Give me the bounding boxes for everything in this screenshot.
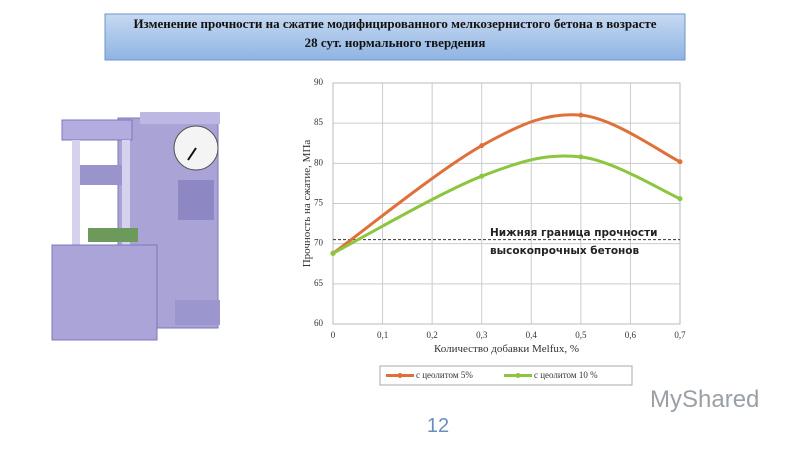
y-tick-label: 60 bbox=[314, 318, 324, 328]
plot-frame bbox=[332, 82, 681, 325]
x-tick-label: 0,3 bbox=[476, 330, 488, 340]
series-line bbox=[332, 154, 681, 255]
y-tick-label: 70 bbox=[314, 238, 324, 248]
point bbox=[479, 173, 485, 179]
slide-title: Изменение прочности на сжатие модифициро… bbox=[133, 16, 656, 50]
x-tick-label: 0,5 bbox=[575, 330, 587, 340]
y-tick-label: 75 bbox=[314, 198, 324, 208]
y-tick-label: 90 bbox=[314, 77, 324, 87]
x-tick-label: 0 bbox=[331, 330, 336, 340]
point bbox=[677, 196, 683, 202]
x-axis-label: Количество добавки Melfux, % bbox=[434, 343, 579, 355]
x-tick-label: 0,4 bbox=[526, 330, 538, 340]
chart: 60 65 70 75 80 85 90 0 0,1 0,2 0,3 0,4 0,5 0,6 0,7 Коли… bbox=[301, 77, 686, 386]
x-tick-label: 0,2 bbox=[427, 330, 438, 340]
page-number: 12 bbox=[427, 415, 449, 437]
watermark: MyShared bbox=[650, 386, 759, 413]
title-box bbox=[104, 13, 686, 61]
point bbox=[479, 143, 485, 149]
legend-label: с цеолитом 10 % bbox=[534, 370, 598, 380]
legend-label: с цеолитом 5% bbox=[416, 370, 473, 380]
annotation: Нижняя граница прочности bbox=[490, 227, 658, 239]
point bbox=[578, 154, 584, 160]
annotation: высокопрочных бетонов bbox=[490, 245, 640, 257]
y-tick-label: 80 bbox=[314, 157, 324, 167]
point bbox=[677, 159, 683, 165]
x-tick-label: 0,6 bbox=[625, 330, 637, 340]
y-tick-label: 85 bbox=[314, 117, 324, 127]
y-axis-label: Прочность на сжатие, МПа bbox=[301, 140, 313, 268]
legend-swatch-dot bbox=[515, 373, 521, 378]
point bbox=[330, 250, 336, 256]
legend-swatch-dot bbox=[397, 373, 403, 378]
point bbox=[578, 112, 584, 118]
x-tick-label: 0,1 bbox=[377, 330, 388, 340]
press-machine bbox=[51, 112, 220, 341]
y-tick-label: 65 bbox=[314, 278, 324, 288]
series-line bbox=[332, 113, 681, 255]
x-tick-label: 0,7 bbox=[674, 330, 686, 340]
